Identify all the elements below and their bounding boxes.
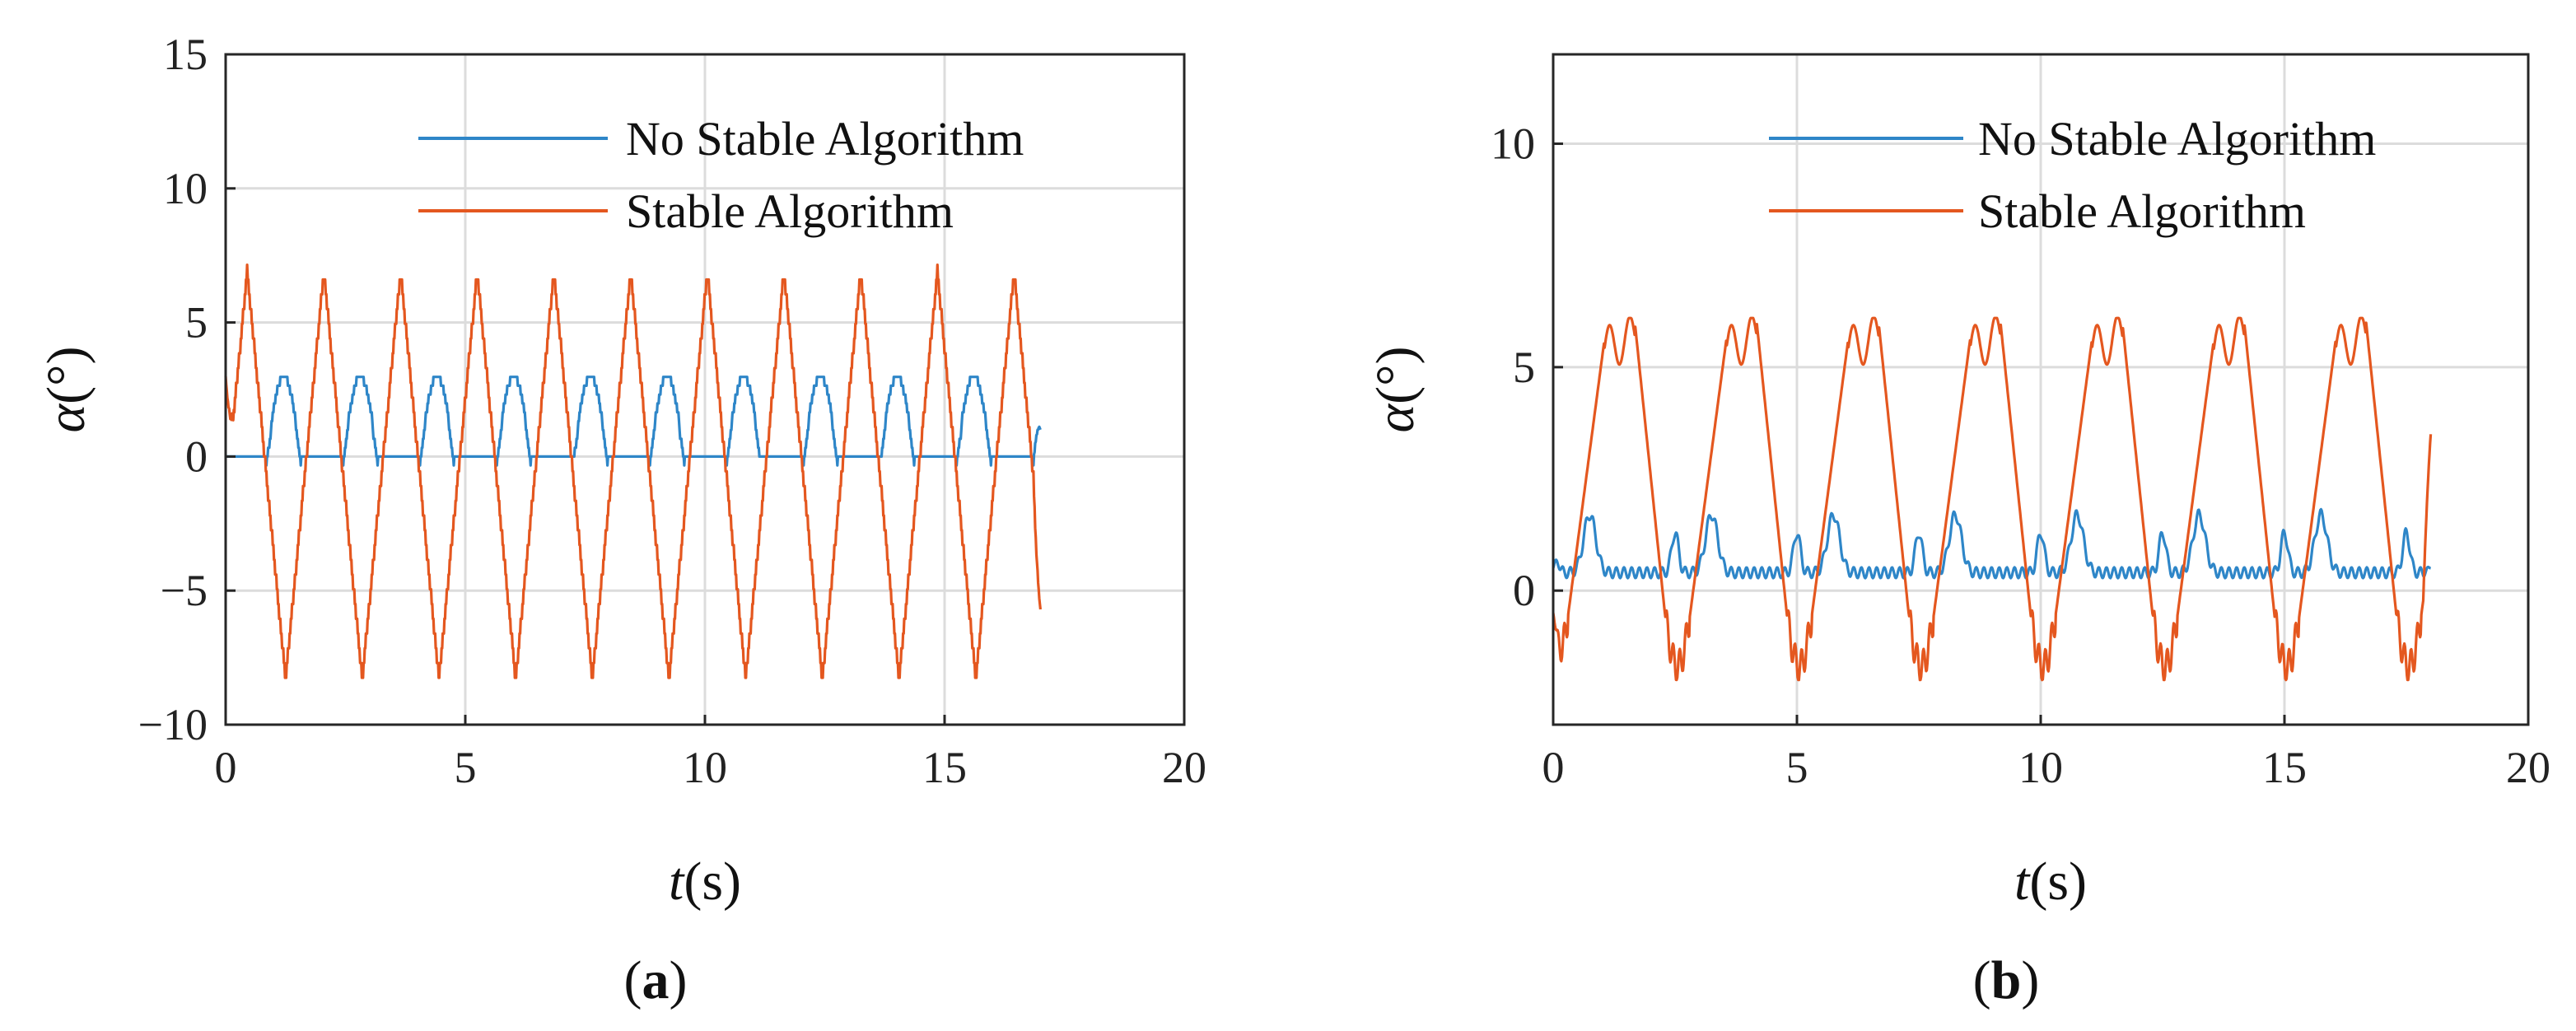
x-tick-label: 10 — [683, 743, 727, 792]
panel-a-legend: No Stable Algorithm Stable Algorithm — [418, 112, 1024, 238]
y-tick-label: 15 — [163, 30, 208, 79]
panel-a-y-ticks: −10 −5 0 5 10 15 — [138, 30, 236, 749]
x-unit-a: (s) — [684, 851, 741, 912]
x-var-a: t — [669, 851, 685, 912]
panel-b-legend: No Stable Algorithm Stable Algorithm — [1769, 112, 2376, 238]
legend-label-no-stable-b: No Stable Algorithm — [1978, 112, 2376, 166]
legend-label-stable-a: Stable Algorithm — [626, 184, 954, 238]
series-line-no-stable-algorithm — [225, 376, 1042, 467]
x-tick-label: 5 — [455, 743, 477, 792]
panel-a: −10 −5 0 5 10 15 0 5 10 15 20 No Stable Algorithm… — [36, 30, 1206, 1010]
y-var-a: α — [36, 404, 96, 433]
y-var-b: α — [1365, 404, 1426, 433]
panel-b-x-axis-label: t(s) — [2014, 851, 2087, 912]
legend-label-no-stable-a: No Stable Algorithm — [626, 112, 1024, 166]
x-tick-label: 15 — [922, 743, 967, 792]
series-line-stable-algorithm — [224, 264, 1042, 679]
y-tick-label: 0 — [185, 432, 208, 481]
x-var-b: t — [2014, 851, 2031, 912]
x-tick-label: 0 — [1542, 743, 1565, 792]
series-line-no-stable-algorithm — [1552, 507, 2432, 580]
legend-label-stable-b: Stable Algorithm — [1978, 184, 2306, 238]
y-tick-label: −5 — [161, 566, 208, 615]
x-unit-b: (s) — [2029, 851, 2087, 912]
panel-a-letter: a — [642, 950, 670, 1010]
y-tick-label: 5 — [1513, 343, 1535, 392]
series-line-stable-algorithm — [1552, 316, 2433, 682]
panel-a-y-axis-label: α(°) — [36, 346, 96, 432]
y-tick-label: 10 — [1491, 119, 1535, 169]
y-tick-label: 5 — [185, 298, 208, 348]
x-tick-label: 20 — [2506, 743, 2550, 792]
x-tick-label: 0 — [215, 743, 237, 792]
x-tick-label: 15 — [2262, 743, 2307, 792]
panel-b-letter: b — [1991, 950, 2022, 1010]
panel-b-series — [1552, 316, 2433, 682]
panel-a-x-ticks: 0 5 10 15 20 — [215, 715, 1206, 792]
y-tick-label: 0 — [1513, 566, 1535, 615]
panel-b-caption: (b) — [1973, 950, 2040, 1010]
x-tick-label: 20 — [1162, 743, 1206, 792]
y-unit-b: (°) — [1365, 346, 1426, 404]
x-tick-label: 10 — [2018, 743, 2063, 792]
y-unit-a: (°) — [36, 346, 96, 404]
panel-b-x-ticks: 0 5 10 15 20 — [1542, 715, 2550, 792]
y-tick-label: −10 — [138, 700, 208, 749]
panel-a-caption: (a) — [624, 950, 688, 1010]
x-tick-label: 5 — [1786, 743, 1808, 792]
panel-a-series — [224, 264, 1042, 679]
y-tick-label: 10 — [163, 164, 208, 213]
panel-b: 0 5 10 0 5 10 15 20 No Stable Algorithm Stable… — [1365, 53, 2550, 1010]
panel-a-x-axis-label: t(s) — [669, 851, 741, 912]
panel-b-y-ticks: 0 5 10 — [1491, 119, 1563, 615]
panel-b-y-axis-label: α(°) — [1365, 346, 1426, 432]
